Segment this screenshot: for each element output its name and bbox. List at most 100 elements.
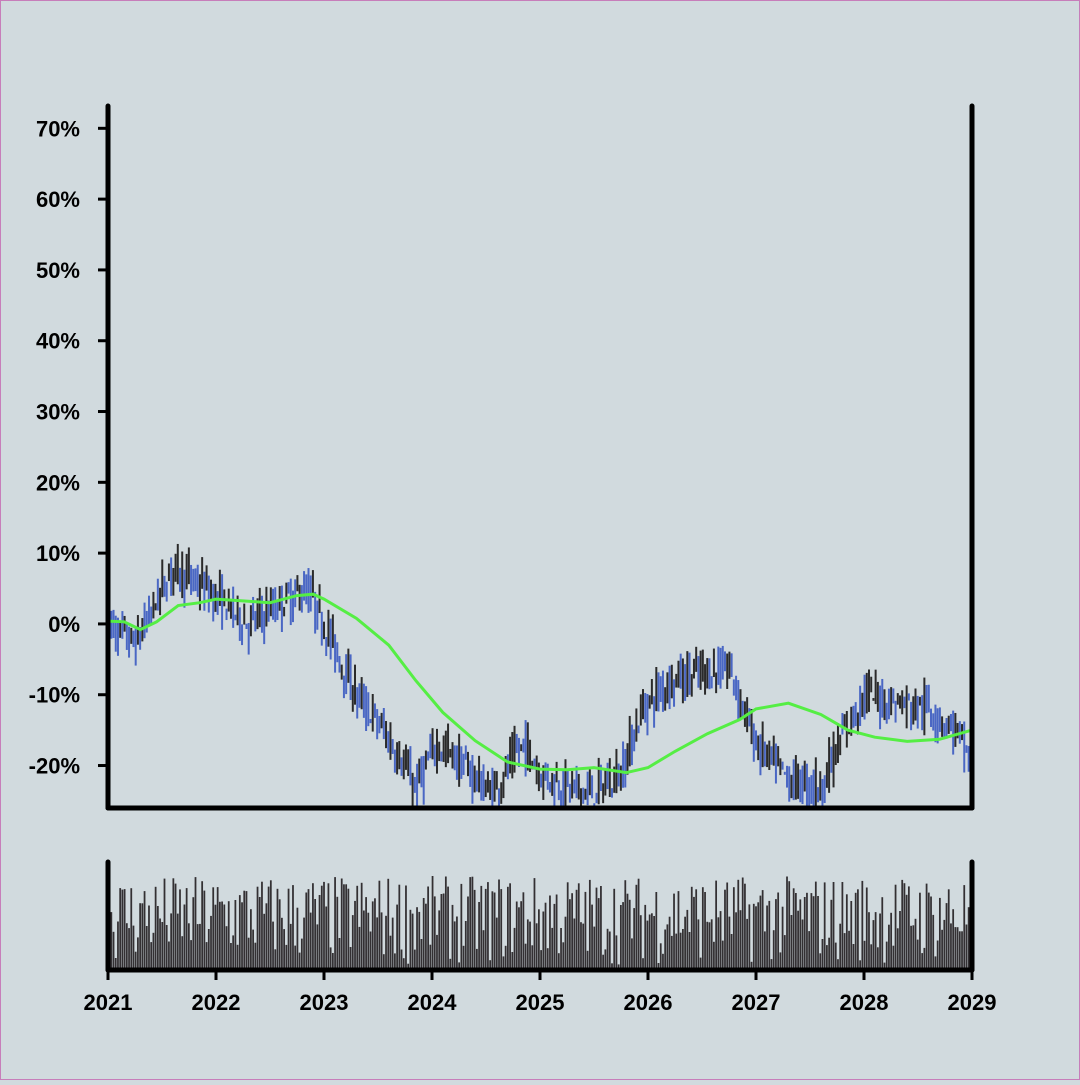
volume-bar	[591, 904, 593, 970]
volume-bar	[779, 952, 782, 970]
volume-bar	[952, 909, 955, 970]
volume-bar	[586, 950, 589, 970]
volume-bar	[927, 892, 930, 970]
volume-bar	[752, 903, 755, 970]
volume-bar	[416, 907, 418, 970]
volume-bar	[686, 909, 689, 970]
volume-bar	[892, 945, 895, 970]
volume-bar	[763, 931, 766, 970]
volume-bar	[460, 883, 463, 970]
volume-bar	[201, 881, 204, 970]
volume-bar	[511, 952, 514, 970]
volume-bar	[932, 914, 935, 970]
x-axis-ticks: 2021 2022 2023 2024 2025 2026 2027 2028 2029	[84, 970, 996, 1015]
volume-bar	[684, 916, 686, 970]
volume-bar	[234, 900, 237, 970]
volume-bar	[442, 893, 445, 970]
volume-bar	[387, 878, 390, 970]
volume-bar	[624, 880, 627, 970]
volume-bar	[347, 888, 350, 970]
volume-bar	[626, 893, 629, 970]
volume-bar	[374, 898, 376, 970]
volume-bar	[921, 953, 924, 970]
volume-bar	[562, 942, 565, 970]
volume-bar	[675, 933, 678, 970]
volume-bar	[907, 886, 910, 970]
volume-bar	[405, 885, 407, 970]
volume-bar	[865, 887, 868, 970]
volume-bar	[334, 877, 336, 970]
volume-bar	[761, 890, 764, 970]
volume-bar	[238, 895, 241, 970]
volume-bar	[726, 882, 729, 970]
volume-bar	[524, 943, 527, 970]
volume-bar	[657, 963, 660, 970]
volume-bar	[156, 906, 159, 970]
x-tick-label: 2027	[732, 990, 781, 1015]
volume-bar	[285, 944, 288, 970]
volume-bar	[526, 919, 529, 970]
volume-bar	[305, 892, 308, 970]
volume-bar	[914, 918, 917, 970]
volume-bar	[792, 888, 795, 970]
volume-bar	[837, 959, 839, 970]
volume-bar	[143, 891, 146, 970]
volume-bar	[666, 924, 669, 970]
volume-bar	[613, 888, 616, 970]
volume-bar	[218, 901, 221, 970]
volume-bar	[320, 885, 323, 970]
volume-bar	[269, 880, 272, 970]
volume-bar	[704, 892, 706, 970]
volume-bar	[128, 928, 130, 970]
volume-bar	[941, 929, 943, 970]
volume-bar	[876, 947, 879, 970]
volume-bar	[555, 894, 558, 970]
volume-bar	[389, 935, 392, 970]
volume-bar	[569, 899, 571, 970]
y-tick-label: -20%	[29, 754, 80, 779]
volume-bar	[786, 876, 788, 970]
volume-bar	[391, 917, 394, 970]
volume-bar	[925, 883, 928, 970]
volume-bar	[724, 889, 726, 970]
volume-bar	[744, 883, 746, 970]
volume-bar	[400, 949, 403, 970]
volume-bar	[682, 929, 684, 970]
volume-bar	[187, 923, 190, 970]
volume-bar	[870, 944, 873, 970]
volume-bar	[646, 920, 649, 970]
volume-bar	[267, 886, 270, 970]
volume-bar	[699, 957, 702, 970]
volume-bar	[781, 906, 784, 970]
volume-bar	[250, 909, 252, 970]
volume-bar	[662, 953, 664, 970]
volume-bar	[783, 935, 786, 970]
axes	[105, 103, 975, 973]
y-tick-label: 20%	[36, 470, 80, 495]
volume-bar	[803, 897, 806, 970]
volume-bar	[316, 924, 319, 970]
volume-bar	[402, 958, 405, 970]
volume-bar	[179, 889, 181, 970]
volume-bar	[141, 903, 144, 970]
volume-bar	[571, 893, 574, 970]
volume-bar	[690, 886, 693, 970]
volume-bar	[518, 907, 520, 970]
volume-bar	[677, 891, 680, 970]
volume-bar	[839, 923, 842, 970]
volume-bar	[343, 884, 345, 970]
volume-bar	[190, 940, 192, 970]
price-bars	[108, 543, 972, 808]
volume-bar	[721, 940, 724, 970]
volume-bar	[841, 882, 844, 970]
volume-bar	[828, 937, 830, 970]
volume-bar	[923, 947, 926, 970]
volume-bar	[650, 913, 653, 970]
volume-bar	[199, 923, 201, 970]
volume-bar	[593, 926, 596, 970]
volume-bar	[489, 960, 492, 970]
volume-bar	[708, 922, 711, 970]
y-tick-label: 30%	[36, 400, 80, 425]
volume-bar	[549, 895, 551, 970]
